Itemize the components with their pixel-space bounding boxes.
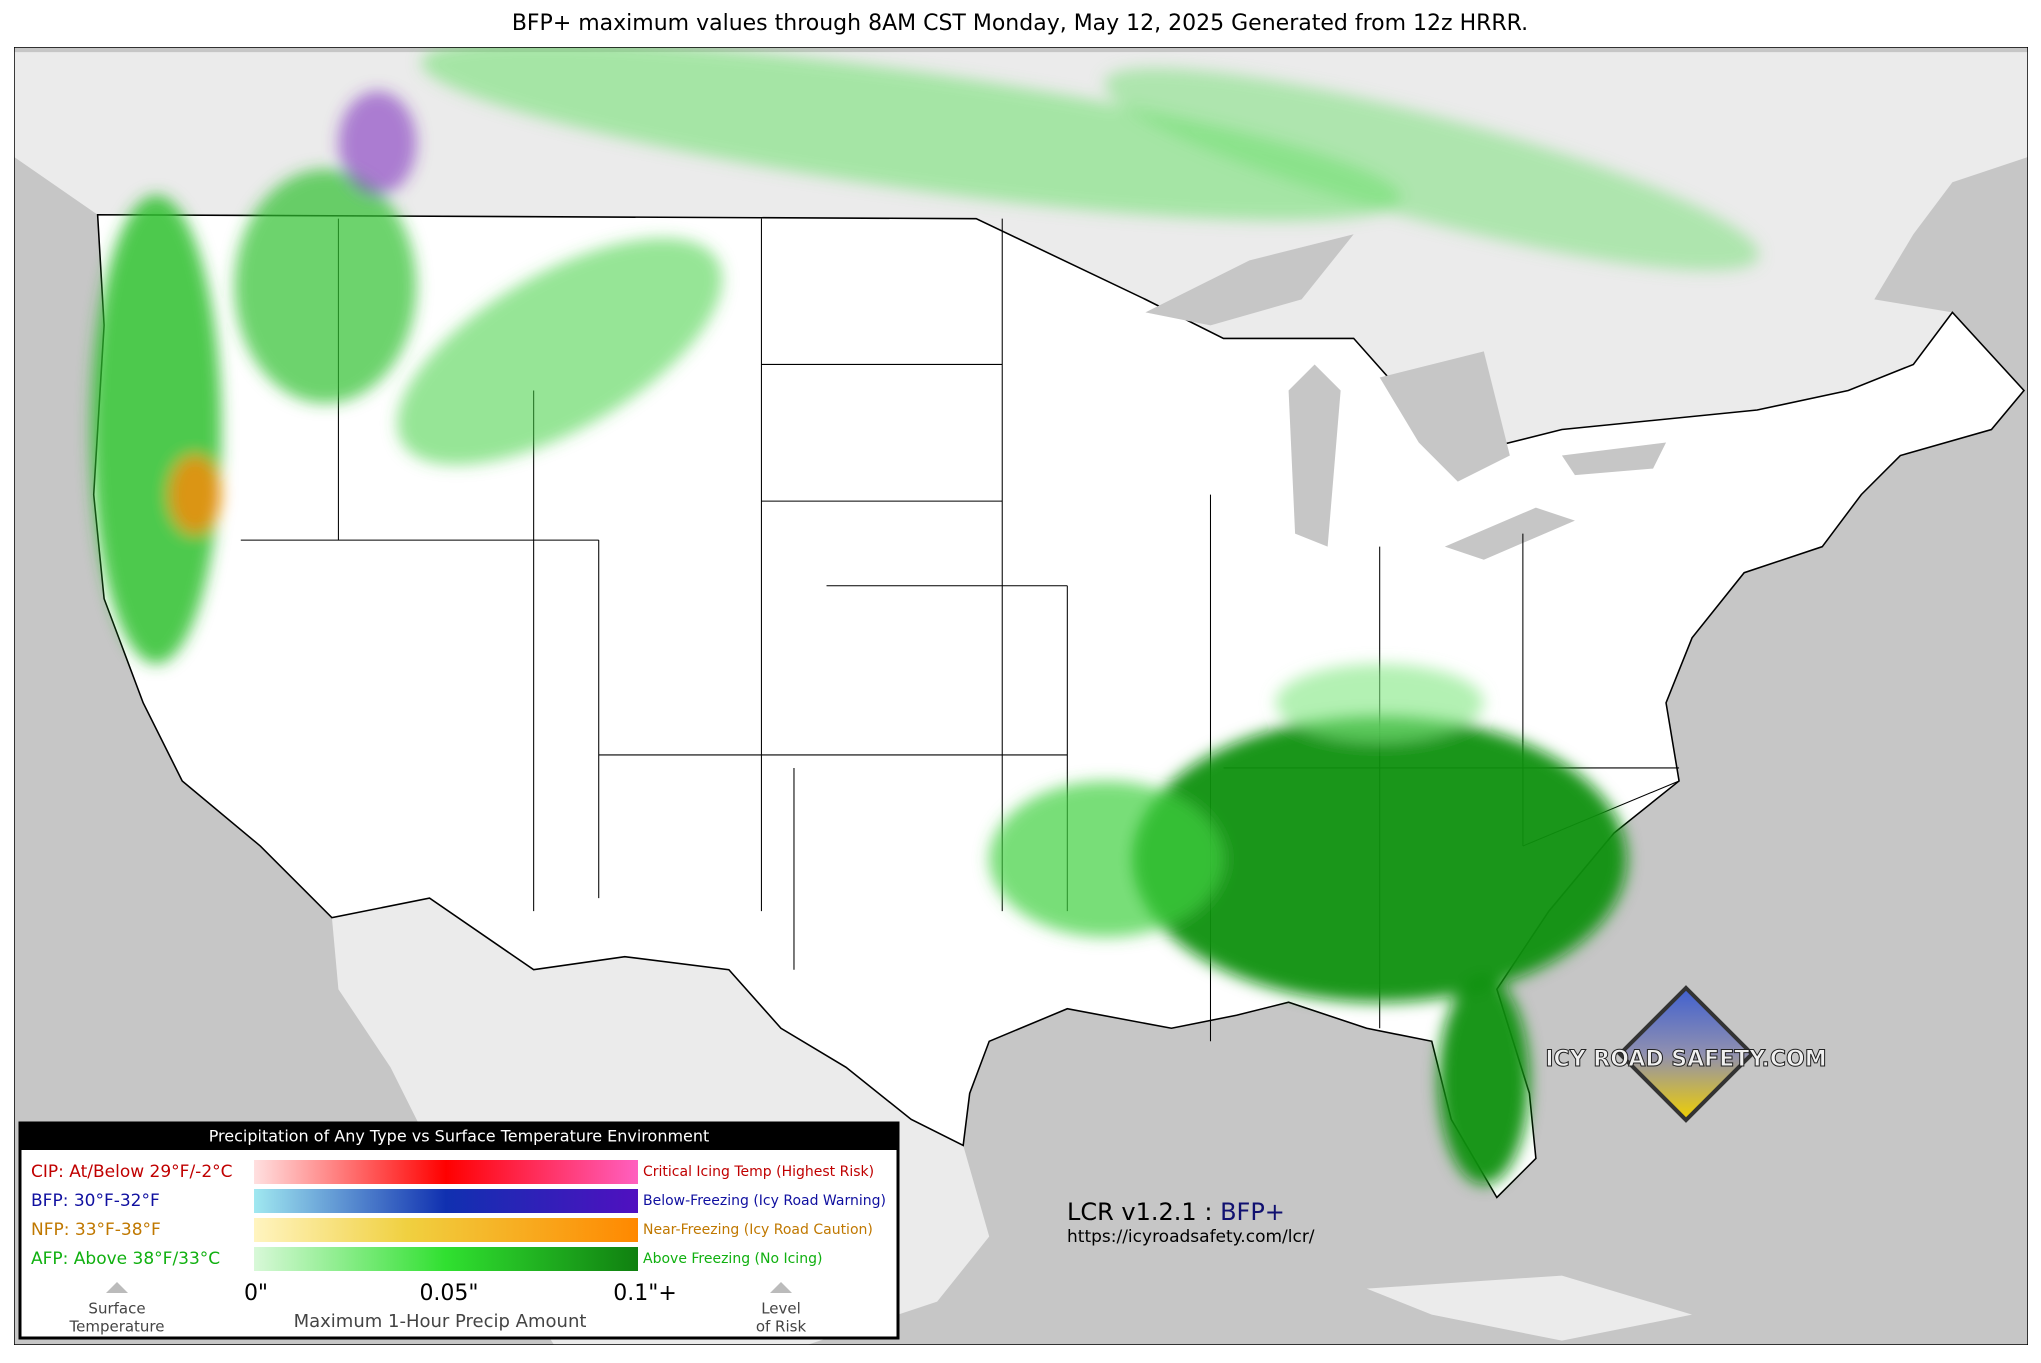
legend-label: NFP: 33°F-38°F [31,1220,161,1240]
legend: Precipitation of Any Type vs Surface Tem… [18,1121,900,1340]
legend-description: Near-Freezing (Icy Road Caution) [643,1222,873,1238]
legend-description: Above Freezing (No Icing) [643,1251,822,1267]
legend-gradient [254,1218,638,1242]
left-axis-label: Temperature [68,1318,164,1336]
version-label: LCR v1.2.1 : BFP+ [1067,1198,1285,1226]
scale-title: Maximum 1-Hour Precip Amount [294,1311,587,1332]
lake-michigan [1288,364,1341,547]
scale-label: 0" [244,1281,268,1306]
lake-huron [1379,351,1510,482]
right-axis-label: of Risk [756,1318,807,1336]
scale-label: 0.05" [419,1281,478,1306]
legend-description: Critical Icing Temp (Highest Risk) [643,1164,874,1180]
map-title: BFP+ maximum values through 8AM CST Mond… [512,11,1528,36]
version-url: https://icyroadsafety.com/lcr/ [1067,1227,1315,1247]
legend-label: AFP: Above 38°F/33°C [31,1249,220,1269]
legend-header: Precipitation of Any Type vs Surface Tem… [209,1127,710,1146]
legend-gradient [254,1160,638,1184]
product-name: BFP+ [1220,1198,1285,1226]
lake-superior [1145,234,1354,326]
right-axis-label: Level [761,1300,801,1318]
legend-gradient [254,1247,638,1271]
united-states [92,213,2026,1199]
legend-gradient [254,1189,638,1213]
legend-label: BFP: 30°F-32°F [31,1191,160,1211]
cuba [1366,1275,1693,1341]
version-name: LCR v1.2.1 : [1067,1198,1212,1226]
precip [91,47,1759,1185]
lake-ontario [1561,442,1667,476]
logo: ICY ROAD SAFETY.COM [1545,985,1827,1123]
legend-description: Below-Freezing (Icy Road Warning) [643,1193,886,1209]
scale-label: 0.1"+ [613,1281,677,1306]
logo-text: ICY ROAD SAFETY.COM [1545,1047,1826,1072]
legend-label: CIP: At/Below 29°F/-2°C [31,1162,233,1182]
left-axis-label: Surface [88,1300,145,1318]
lake-erie [1444,507,1575,560]
